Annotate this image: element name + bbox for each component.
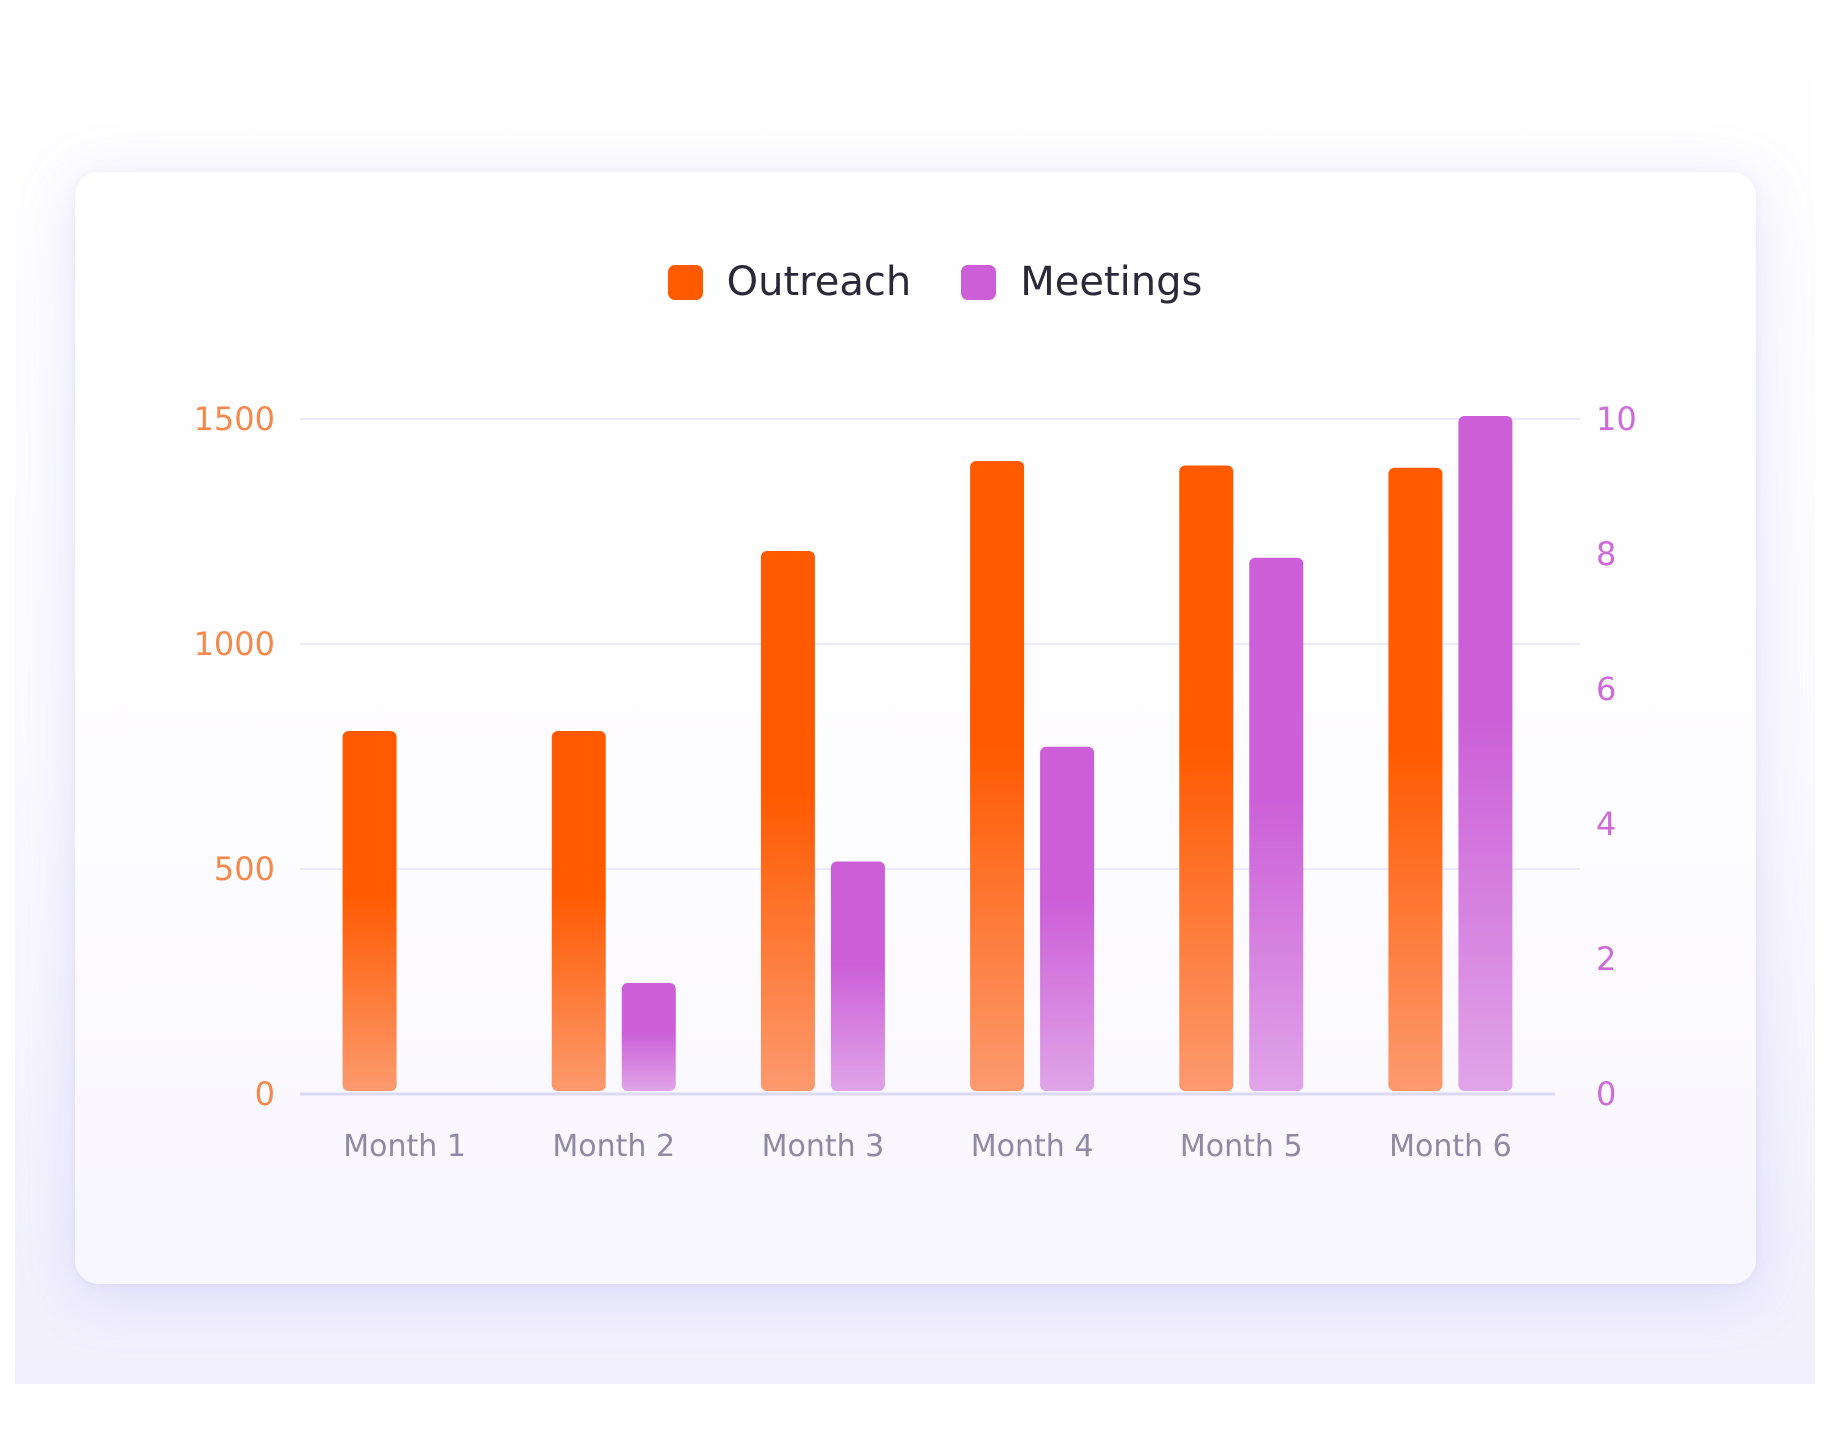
legend-label-meetings: Meetings <box>1020 259 1203 305</box>
x-tick-label: Month 6 <box>1389 1129 1512 1164</box>
x-tick-label: Month 2 <box>552 1129 675 1164</box>
grid-lines <box>300 418 1580 1096</box>
y-left-tick-label: 1000 <box>194 625 275 663</box>
y-left-tick-label: 500 <box>214 850 275 888</box>
bar-meetings-3[interactable] <box>830 861 885 1092</box>
chart-legend: Outreach Meetings <box>0 252 1826 312</box>
y-left-tick-label: 1500 <box>194 400 275 438</box>
bar-outreach-4[interactable] <box>970 461 1025 1091</box>
x-tick-label: Month 5 <box>1180 1129 1303 1164</box>
bar-outreach-2[interactable] <box>551 731 606 1091</box>
y-right-tick-label: 8 <box>1596 535 1616 573</box>
bar-meetings-2[interactable] <box>621 983 676 1091</box>
y-left-tick-label: 0 <box>255 1075 275 1113</box>
y-right-tick-label: 0 <box>1596 1075 1616 1113</box>
y-axis-left: 0 500 1000 1500 <box>194 400 275 1113</box>
legend-swatch-outreach <box>667 264 703 300</box>
bar-outreach-5[interactable] <box>1179 465 1234 1092</box>
y-right-tick-label: 2 <box>1596 940 1616 978</box>
y-right-tick-label: 6 <box>1596 670 1616 708</box>
y-right-tick-label: 4 <box>1596 805 1616 843</box>
legend-swatch-meetings <box>961 264 997 300</box>
y-axis-right: 0 2 4 6 8 10 <box>1596 400 1637 1113</box>
bar-meetings-4[interactable] <box>1040 746 1095 1091</box>
x-tick-label: Month 3 <box>762 1129 885 1164</box>
x-tick-label: Month 1 <box>343 1129 466 1164</box>
bar-marks <box>342 416 1513 1092</box>
x-axis: Month 1 Month 2 Month 3 Month 4 Month 5 Month… <box>343 1129 1511 1164</box>
bar-meetings-5[interactable] <box>1249 557 1304 1091</box>
bar-outreach-6[interactable] <box>1388 467 1443 1091</box>
legend-item-outreach[interactable]: Outreach <box>667 259 912 305</box>
bar-meetings-6[interactable] <box>1458 416 1513 1091</box>
bar-outreach-1[interactable] <box>342 731 397 1091</box>
x-tick-label: Month 4 <box>971 1129 1094 1164</box>
bar-outreach-3[interactable] <box>760 551 815 1091</box>
legend-item-meetings[interactable]: Meetings <box>961 259 1202 305</box>
legend-label-outreach: Outreach <box>726 259 912 305</box>
y-right-tick-label: 10 <box>1596 400 1637 438</box>
